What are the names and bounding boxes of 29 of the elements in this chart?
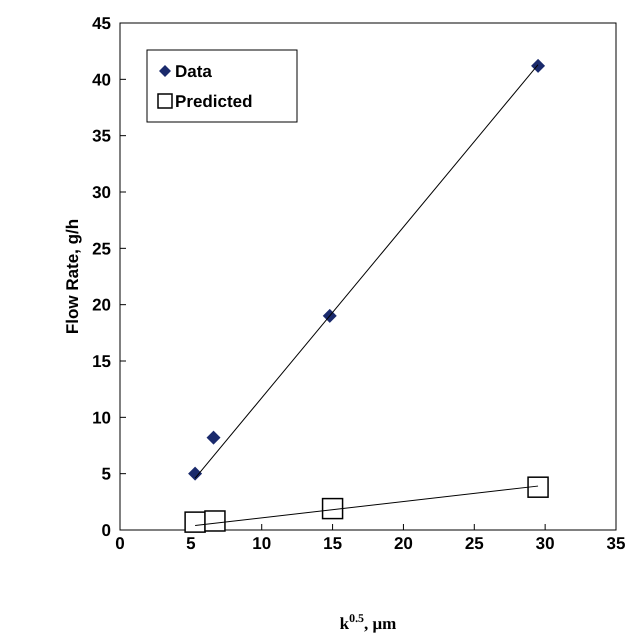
point — [188, 466, 202, 481]
point — [206, 430, 221, 445]
point — [184, 511, 206, 533]
y-axis-title: Flow Rate, g/h — [63, 218, 82, 334]
y-tick-label: 35 — [92, 126, 111, 146]
point — [204, 510, 226, 532]
x-tick-label: 0 — [115, 534, 125, 553]
y-tick-label: 10 — [92, 408, 111, 428]
x-tick-label: 35 — [606, 534, 626, 553]
point — [531, 58, 546, 73]
x-tick-label: 20 — [394, 534, 413, 553]
point — [322, 498, 344, 520]
y-tick-label: 30 — [92, 182, 111, 202]
legend-label: Data — [175, 62, 212, 81]
y-tick-label: 20 — [92, 296, 111, 315]
y-tick-label: 25 — [92, 239, 111, 258]
x-tick-label: 15 — [323, 534, 342, 553]
y-tick-label: 15 — [92, 352, 111, 371]
y-tick-label: 5 — [102, 464, 111, 484]
x-tick-label: 30 — [536, 534, 555, 553]
point — [527, 476, 549, 498]
y-tick-label: 45 — [92, 14, 111, 33]
legend-label: Predicted — [175, 92, 252, 111]
x-tick-label: 10 — [252, 534, 272, 553]
x-tick-label: 5 — [186, 534, 196, 553]
x-tick-label: 25 — [464, 534, 484, 553]
x-axis-title: k$^{0.5}$, μm — [340, 611, 396, 633]
y-tick-label: 40 — [92, 70, 111, 90]
y-tick-label: 0 — [102, 520, 111, 540]
